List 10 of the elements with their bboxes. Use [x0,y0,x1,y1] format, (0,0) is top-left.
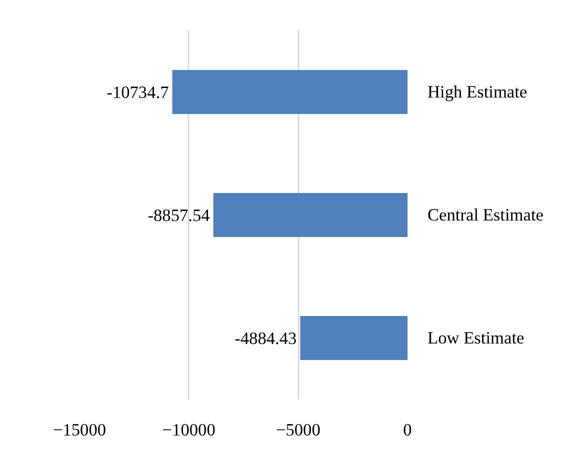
x-tick-label: 0 [403,420,412,440]
x-tick-label: −15000 [52,420,106,440]
data-label: -8857.54 [148,206,210,225]
data-label: -10734.7 [106,83,170,102]
x-tick-label: −5000 [276,420,320,440]
x-tick-label: −10000 [162,420,216,440]
y-tick-label: Central Estimate [428,206,544,224]
y-tick-label: High Estimate [428,82,528,102]
data-label: -4884.43 [234,329,297,348]
y-tick-label: Low Estimate [428,328,525,348]
